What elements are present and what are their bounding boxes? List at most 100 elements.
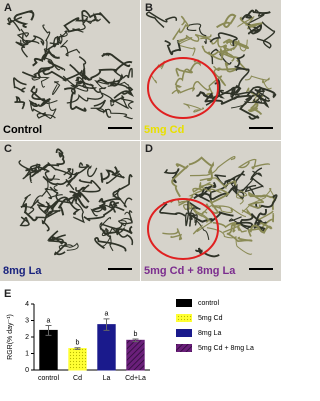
highlight-circle bbox=[147, 57, 219, 119]
alga-strand bbox=[113, 67, 133, 79]
alga-strand bbox=[193, 185, 236, 200]
alga-strand bbox=[83, 205, 125, 222]
alga-strand bbox=[237, 16, 257, 28]
alga-strand bbox=[183, 103, 205, 113]
alga-strand bbox=[234, 54, 249, 71]
error-bar bbox=[45, 324, 52, 336]
legend-texture bbox=[176, 314, 192, 322]
alga-strand bbox=[75, 55, 87, 87]
alga-strand bbox=[256, 21, 276, 49]
y-tick-label: 3 bbox=[25, 317, 29, 324]
alga-strand bbox=[229, 39, 248, 52]
alga-strand bbox=[28, 97, 51, 108]
alga-strand bbox=[72, 162, 91, 180]
alga-strand bbox=[112, 187, 133, 208]
alga-strand bbox=[171, 163, 189, 198]
alga-strand bbox=[49, 186, 77, 204]
alga-strand bbox=[56, 30, 68, 45]
alga-strand bbox=[246, 86, 270, 100]
bar bbox=[97, 324, 116, 371]
alga-strand bbox=[248, 191, 265, 209]
alga-strand bbox=[21, 67, 50, 78]
y-axis-label: RGR(% day⁻¹) bbox=[7, 314, 14, 360]
alga-strand bbox=[227, 170, 263, 191]
panel-label: C bbox=[4, 143, 12, 155]
significance-letter: b bbox=[76, 340, 80, 347]
x-tick-label: Cd bbox=[73, 375, 82, 382]
alga-strand bbox=[32, 50, 60, 67]
alga-strand bbox=[90, 204, 113, 217]
legend-label: control bbox=[198, 300, 219, 307]
alga-strand bbox=[20, 203, 39, 222]
alga-strand bbox=[113, 86, 135, 99]
alga-strand bbox=[58, 242, 79, 251]
alga-strand bbox=[99, 217, 114, 252]
alga-strand bbox=[247, 9, 265, 33]
alga-strand bbox=[189, 156, 236, 177]
alga-strand bbox=[37, 60, 66, 79]
alga-strand bbox=[174, 68, 191, 94]
alga-strand bbox=[118, 211, 133, 227]
y-tick-label: 1 bbox=[25, 350, 29, 357]
alga-strand bbox=[85, 164, 98, 178]
alga-strand bbox=[103, 174, 133, 203]
alga-strand bbox=[162, 228, 183, 241]
alga-strand bbox=[185, 212, 198, 227]
alga-strand bbox=[189, 207, 210, 240]
photo-caption: Control bbox=[3, 124, 42, 136]
alga-strand bbox=[101, 52, 131, 68]
alga-strand bbox=[201, 45, 235, 62]
alga-strand bbox=[44, 178, 60, 192]
alga-strand bbox=[216, 13, 237, 29]
alga-strand bbox=[188, 156, 214, 182]
x-tick-label: La bbox=[103, 375, 111, 382]
bar-texture bbox=[126, 340, 145, 370]
alga-strand bbox=[222, 225, 247, 234]
significance-letter: b bbox=[134, 331, 138, 338]
legend-swatch bbox=[176, 329, 192, 337]
figure: A Control B 5mg Cd C 8mg La D 5mg Cd + 8mg La E R… bbox=[0, 0, 281, 382]
x-tick-label: Cd+La bbox=[125, 375, 146, 382]
alga-strand bbox=[236, 213, 267, 228]
y-tick-label: 0 bbox=[25, 367, 29, 374]
y-tick-label: 2 bbox=[25, 334, 29, 341]
alga-strand bbox=[90, 107, 133, 120]
alga-strand bbox=[42, 24, 55, 57]
alga-strand bbox=[100, 166, 118, 183]
alga-strand bbox=[237, 158, 271, 170]
photo bbox=[0, 141, 140, 281]
alga-strand bbox=[172, 15, 190, 40]
alga-strand bbox=[63, 168, 78, 191]
alga-strand bbox=[52, 81, 61, 96]
alga-strand bbox=[199, 181, 217, 198]
alga-strand bbox=[192, 213, 213, 235]
alga-strand bbox=[80, 61, 133, 81]
alga-strand bbox=[47, 230, 66, 245]
alga-strand bbox=[199, 177, 237, 189]
alga-strand bbox=[13, 77, 27, 93]
bar-texture bbox=[68, 348, 87, 370]
alga-strand bbox=[19, 216, 30, 227]
alga-strand bbox=[29, 102, 56, 119]
significance-letter: a bbox=[47, 317, 51, 324]
alga-strand bbox=[188, 199, 233, 215]
alga-strand bbox=[14, 96, 26, 110]
alga-strand bbox=[84, 12, 102, 24]
alga-strand bbox=[78, 178, 101, 193]
panel-label: D bbox=[145, 143, 153, 155]
alga-strand bbox=[234, 94, 260, 120]
alga-strand bbox=[94, 236, 127, 252]
alga-strand bbox=[43, 35, 61, 61]
alga-strand bbox=[198, 182, 222, 194]
x-tick-label: control bbox=[38, 375, 59, 382]
alga-strand bbox=[177, 33, 212, 43]
alga-strand bbox=[66, 88, 104, 104]
alga-strand bbox=[164, 39, 182, 56]
alga-strand bbox=[18, 159, 39, 180]
error-bar bbox=[74, 347, 81, 350]
alga-strand bbox=[205, 188, 230, 215]
error-bar bbox=[103, 318, 110, 331]
alga-strand bbox=[32, 187, 63, 207]
alga-strand bbox=[100, 222, 134, 246]
alga-strand bbox=[63, 17, 88, 33]
